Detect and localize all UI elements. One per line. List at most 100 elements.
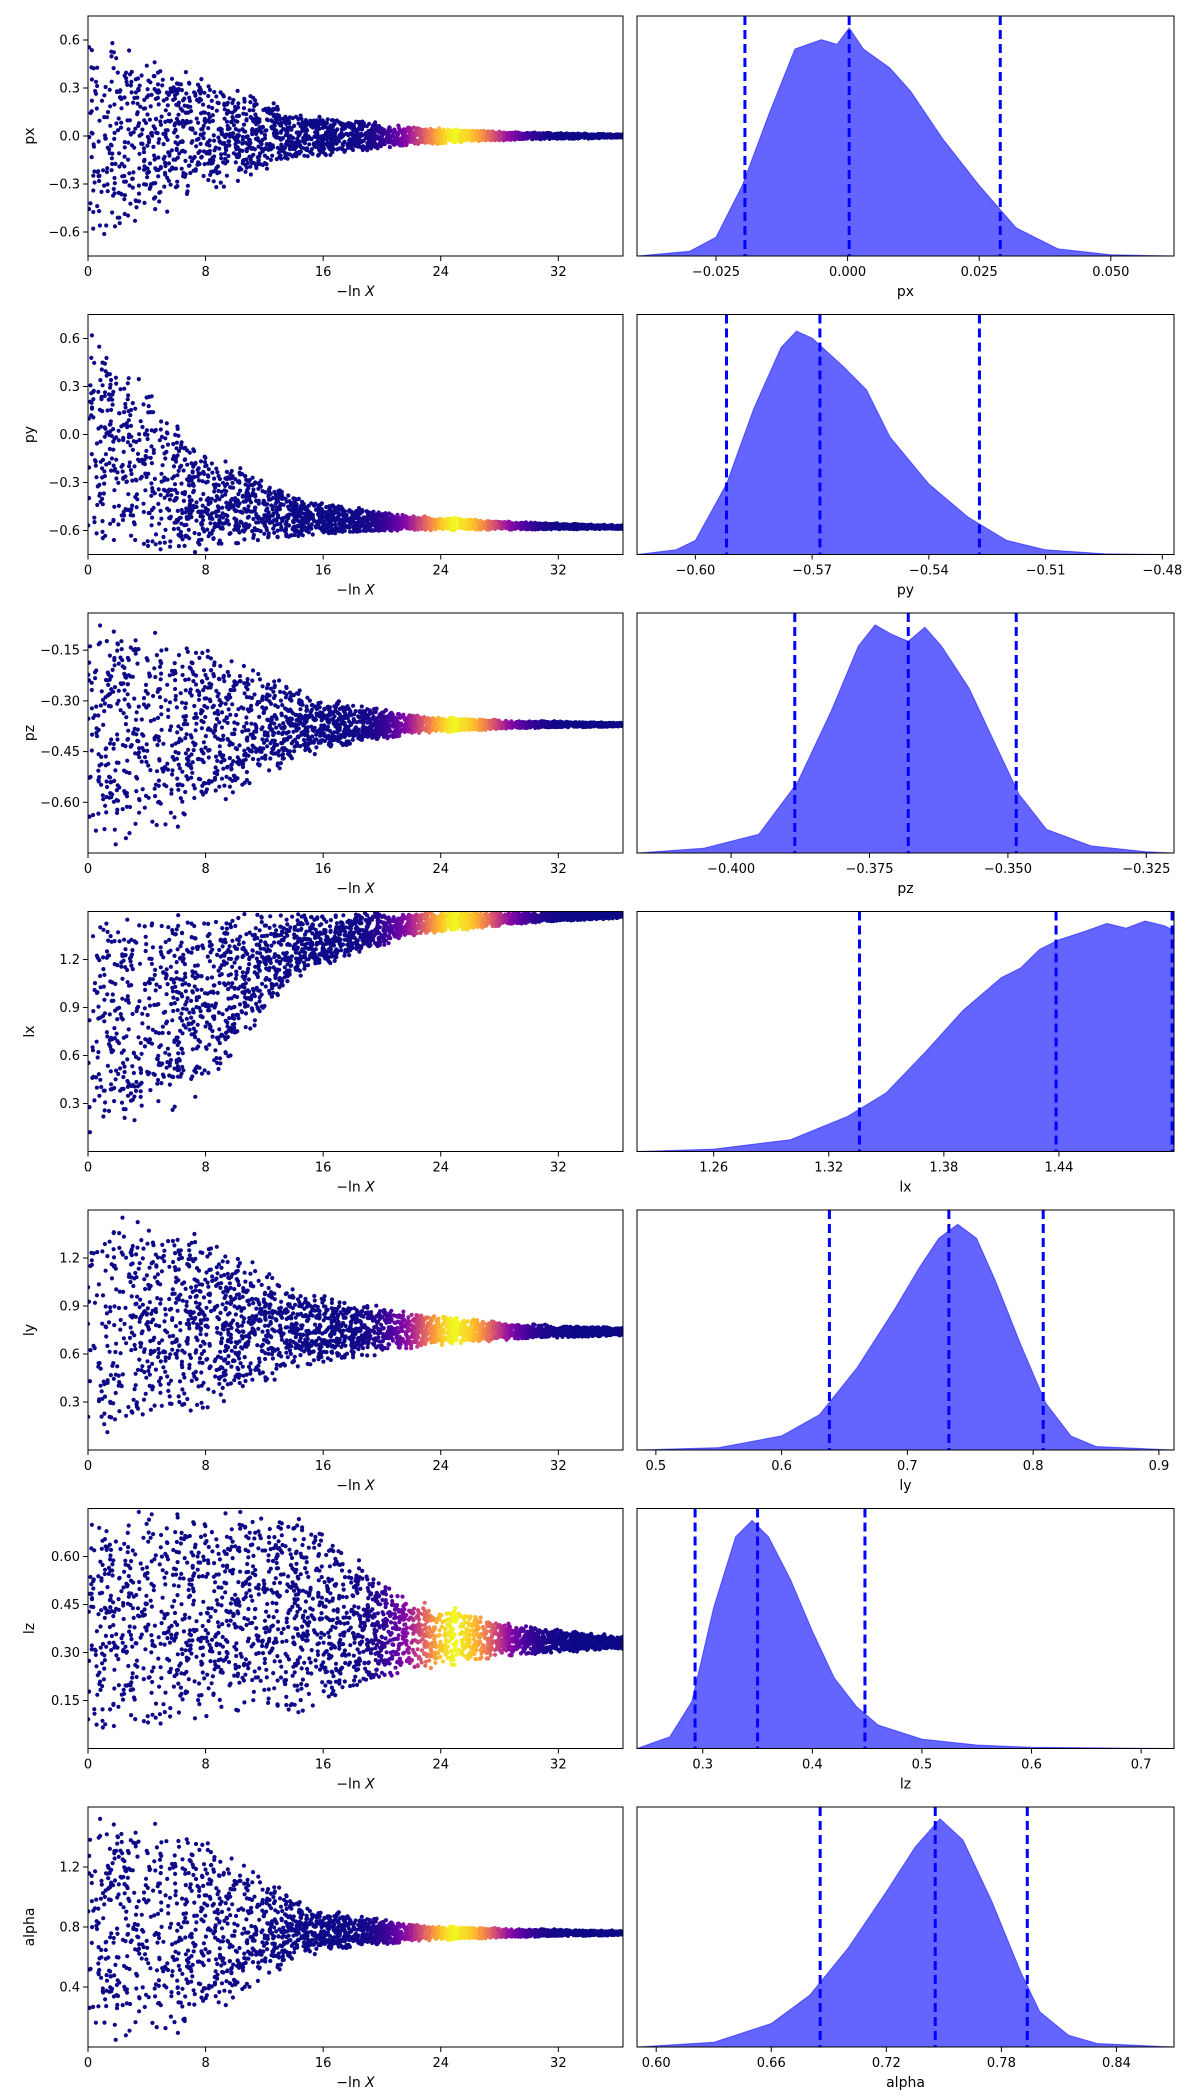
- sample-point: [159, 434, 164, 439]
- sample-point: [145, 166, 150, 171]
- sample-point: [164, 449, 169, 454]
- sample-point: [319, 139, 324, 144]
- sample-point: [156, 174, 161, 179]
- sample-point: [129, 69, 134, 74]
- sample-point: [120, 517, 126, 523]
- sample-point: [200, 503, 205, 508]
- sample-point: [169, 493, 174, 498]
- sample-point: [354, 141, 360, 146]
- sample-point: [273, 116, 278, 121]
- sample-point: [145, 543, 151, 549]
- sample-point: [235, 119, 240, 124]
- sample-point: [251, 152, 256, 157]
- sample-point: [214, 466, 219, 471]
- sample-point: [160, 77, 165, 82]
- sample-point: [130, 478, 135, 483]
- sample-point: [169, 487, 174, 492]
- sample-point: [225, 159, 230, 164]
- sample-point: [158, 427, 163, 432]
- sample-point: [109, 433, 114, 438]
- sample-point: [183, 70, 188, 75]
- sample-point: [108, 382, 113, 387]
- sample-point: [305, 525, 310, 530]
- sample-point: [207, 115, 212, 120]
- sample-point: [177, 151, 182, 156]
- sample-point: [244, 117, 249, 122]
- sample-point: [126, 157, 131, 162]
- sample-point: [112, 136, 117, 141]
- sample-point: [332, 121, 337, 126]
- sample-point: [172, 96, 178, 101]
- sample-point: [295, 136, 300, 141]
- sample-point: [116, 116, 121, 121]
- sample-point: [451, 133, 456, 138]
- sample-point: [96, 389, 101, 394]
- sample-point: [142, 167, 147, 172]
- sample-point: [270, 495, 276, 500]
- sample-point: [413, 139, 418, 144]
- sample-point: [93, 459, 98, 464]
- sample-point: [361, 121, 367, 126]
- sample-point: [192, 154, 197, 160]
- sample-point: [94, 531, 99, 536]
- sample-point: [171, 526, 176, 532]
- sample-point: [185, 462, 190, 467]
- sample-point: [279, 516, 284, 521]
- sample-point: [347, 138, 352, 143]
- sample-point: [151, 450, 156, 455]
- sample-point: [159, 479, 164, 484]
- sample-point: [244, 134, 249, 140]
- sample-point: [341, 121, 346, 127]
- sample-point: [197, 532, 202, 537]
- sample-point: [115, 70, 120, 75]
- sample-point: [392, 127, 397, 132]
- sample-point: [173, 157, 178, 162]
- sample-point: [305, 121, 310, 127]
- sample-point: [413, 518, 419, 524]
- sample-point: [224, 132, 229, 137]
- sample-point: [248, 164, 253, 169]
- sample-point: [165, 175, 170, 180]
- sample-point: [112, 436, 117, 441]
- sample-point: [125, 118, 130, 123]
- sample-point: [128, 83, 133, 88]
- sample-point: [181, 170, 186, 176]
- sample-point: [182, 492, 187, 497]
- sample-point: [397, 126, 402, 131]
- sample-point: [342, 149, 347, 154]
- sample-point: [242, 99, 247, 104]
- sample-point: [137, 151, 142, 156]
- sample-point: [348, 131, 353, 136]
- sample-point: [260, 125, 265, 130]
- sample-point: [149, 481, 154, 486]
- sample-point: [90, 131, 95, 136]
- sample-point: [110, 41, 115, 46]
- sample-point: [324, 130, 329, 135]
- sample-point: [264, 166, 270, 171]
- sample-point: [365, 132, 370, 138]
- sample-point: [184, 522, 189, 528]
- x-tick-label: 32: [550, 265, 567, 280]
- sample-point: [311, 502, 316, 507]
- sample-point: [417, 519, 422, 524]
- sample-point: [133, 494, 138, 500]
- sample-point: [248, 94, 253, 99]
- sample-point: [131, 100, 136, 105]
- sample-point: [188, 155, 193, 160]
- sample-point: [109, 79, 114, 84]
- sample-point: [148, 455, 153, 460]
- sample-point: [539, 136, 544, 141]
- sample-point: [185, 104, 190, 109]
- sample-point: [423, 127, 428, 132]
- sample-point: [275, 528, 280, 533]
- sample-point: [145, 87, 150, 92]
- sample-point: [92, 515, 97, 520]
- sample-point: [478, 128, 483, 134]
- sample-point: [259, 130, 264, 135]
- sample-point: [112, 488, 117, 493]
- sample-point: [130, 401, 135, 406]
- sample-point: [224, 173, 229, 178]
- sample-point: [209, 496, 214, 501]
- sample-point: [326, 126, 331, 131]
- sample-point: [264, 527, 269, 533]
